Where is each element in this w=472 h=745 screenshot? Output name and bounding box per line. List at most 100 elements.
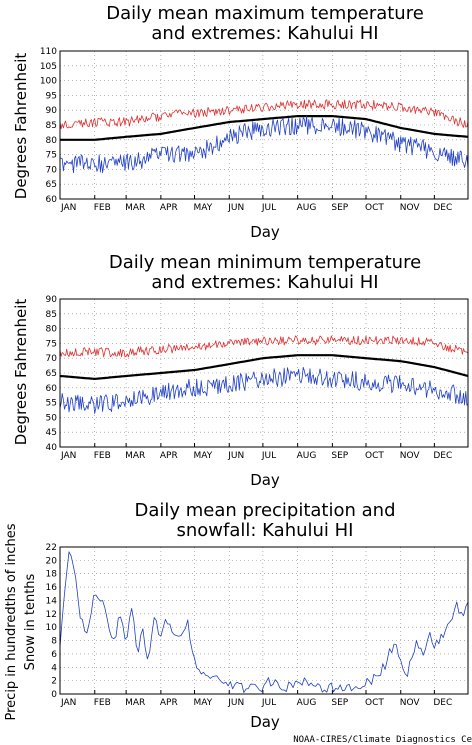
x-tick-label: DEC	[433, 203, 452, 213]
y-tick-label: 40	[46, 443, 58, 453]
chart3-title-line2: snowfall: Kahului HI	[177, 520, 354, 541]
series-extreme_min-line	[59, 115, 469, 174]
x-tick-label: OCT	[365, 451, 384, 461]
y-tick-label: 10	[46, 623, 58, 633]
y-tick-label: 90	[46, 106, 58, 116]
series-extreme_max-line	[59, 99, 469, 130]
x-tick-label: SEP	[331, 203, 348, 213]
y-tick-label: 70	[46, 354, 58, 364]
y-tick-label: 4	[51, 663, 57, 673]
chart1-title-line1: Daily mean maximum temperature	[106, 3, 424, 24]
x-tick-label: NOV	[400, 203, 421, 213]
x-tick-label: FEB	[94, 203, 111, 213]
x-tick-label: SEP	[331, 698, 348, 708]
x-tick-label: MAY	[194, 698, 213, 708]
chart2-xlabel: Day	[250, 471, 280, 489]
x-tick-label: OCT	[365, 203, 384, 213]
x-tick-label: OCT	[365, 698, 384, 708]
chart3-title-line1: Daily mean precipitation and	[134, 500, 395, 521]
y-tick-label: 75	[46, 339, 57, 349]
x-tick-label: JAN	[60, 203, 76, 213]
chart1-grid	[59, 51, 468, 199]
x-tick-label: MAR	[125, 698, 145, 708]
chart3-grid	[59, 547, 468, 694]
series-mean-line	[60, 115, 469, 141]
y-tick-label: 80	[46, 325, 58, 335]
x-tick-label: APR	[160, 451, 178, 461]
chart2-xticks: JAN FEB MAR APR MAY JUN JUL AUG SEP OCT NOV DEC	[60, 451, 452, 461]
y-tick-label: 75	[46, 151, 57, 161]
y-tick-label: 60	[46, 195, 58, 205]
chart1-frame	[59, 50, 469, 200]
x-tick-label: SEP	[331, 451, 348, 461]
y-tick-label: 80	[46, 136, 58, 146]
chart1-xlabel: Day	[250, 223, 280, 241]
chart3-series	[59, 551, 469, 695]
credit-text: NOAA-CIRES/Climate Diagnostics Ce	[293, 735, 472, 745]
x-tick-label: MAY	[194, 203, 213, 213]
x-tick-label: MAY	[194, 451, 213, 461]
y-tick-label: 14	[46, 596, 58, 606]
chart3-yticks: 0 2 4 6 8 10 12 14 16 18 20 22	[46, 543, 58, 700]
chart1-ylabel: Degrees Fahrenheit	[12, 53, 30, 200]
x-tick-label: NOV	[400, 451, 421, 461]
x-tick-label: FEB	[94, 451, 111, 461]
y-tick-label: 18	[46, 570, 58, 580]
series-precip-line	[59, 551, 469, 693]
y-tick-label: 70	[46, 165, 58, 175]
chart2-frame	[59, 298, 469, 448]
chart1-series	[59, 99, 469, 174]
y-tick-label: 0	[51, 690, 57, 700]
y-tick-label: 65	[46, 369, 57, 379]
series-extreme_max-line	[59, 335, 469, 358]
chart2-ylabel: Degrees Fahrenheit	[12, 299, 30, 446]
x-tick-label: JUL	[261, 203, 276, 213]
x-tick-label: AUG	[297, 698, 317, 708]
x-tick-label: JUN	[227, 203, 244, 213]
y-tick-label: 45	[46, 428, 57, 438]
min-temp-chart: Daily mean minimum temperature and extre…	[12, 252, 469, 489]
chart3-xlabel: Day	[250, 713, 280, 731]
y-tick-label: 16	[46, 583, 58, 593]
x-tick-label: JUL	[261, 451, 276, 461]
y-tick-label: 85	[46, 121, 57, 131]
chart2-title-line1: Daily mean minimum temperature	[109, 252, 421, 273]
x-tick-label: JUN	[227, 451, 244, 461]
y-tick-label: 105	[40, 62, 57, 72]
y-tick-label: 60	[46, 384, 58, 394]
chart1-yticks: 60 65 70 75 80 85 90 95 100 105 110	[40, 47, 57, 205]
y-tick-label: 12	[46, 610, 57, 620]
y-tick-label: 22	[46, 543, 57, 553]
chart3-ylabel-line2: Snow in tenths	[23, 573, 38, 670]
y-tick-label: 2	[51, 677, 57, 687]
y-tick-label: 55	[46, 399, 57, 409]
x-tick-label: AUG	[297, 451, 317, 461]
y-tick-label: 8	[51, 637, 57, 647]
x-tick-label: JUL	[261, 698, 276, 708]
y-tick-label: 85	[46, 310, 57, 320]
y-tick-label: 100	[40, 77, 57, 87]
series-mean-line	[59, 354, 469, 380]
chart2-yticks: 40 45 50 55 60 65 70 75 80 85 90	[46, 295, 58, 453]
y-tick-label: 65	[46, 180, 57, 190]
x-tick-label: APR	[160, 698, 178, 708]
x-tick-label: MAR	[125, 203, 145, 213]
y-tick-label: 110	[40, 47, 57, 57]
x-tick-label: NOV	[400, 698, 421, 708]
chart1-title-line2: and extremes: Kahului HI	[151, 23, 378, 44]
chart1-xticks: JAN FEB MAR APR MAY JUN JUL AUG SEP OCT NOV DEC	[60, 203, 452, 213]
chart2-series	[59, 335, 469, 414]
y-tick-label: 50	[46, 413, 58, 423]
precip-chart: Daily mean precipitation and snowfall: K…	[4, 500, 469, 731]
x-tick-label: FEB	[94, 698, 111, 708]
y-tick-label: 95	[46, 91, 57, 101]
y-tick-label: 90	[46, 295, 58, 305]
x-tick-label: APR	[160, 203, 178, 213]
chart3-xticks: JAN FEB MAR APR MAY JUN JUL AUG SEP OCT NOV DEC	[60, 698, 452, 708]
x-tick-label: DEC	[433, 451, 452, 461]
chart2-title-line2: and extremes: Kahului HI	[151, 272, 378, 293]
y-tick-label: 6	[51, 650, 57, 660]
x-tick-label: JUN	[227, 698, 244, 708]
x-tick-label: MAR	[125, 451, 145, 461]
